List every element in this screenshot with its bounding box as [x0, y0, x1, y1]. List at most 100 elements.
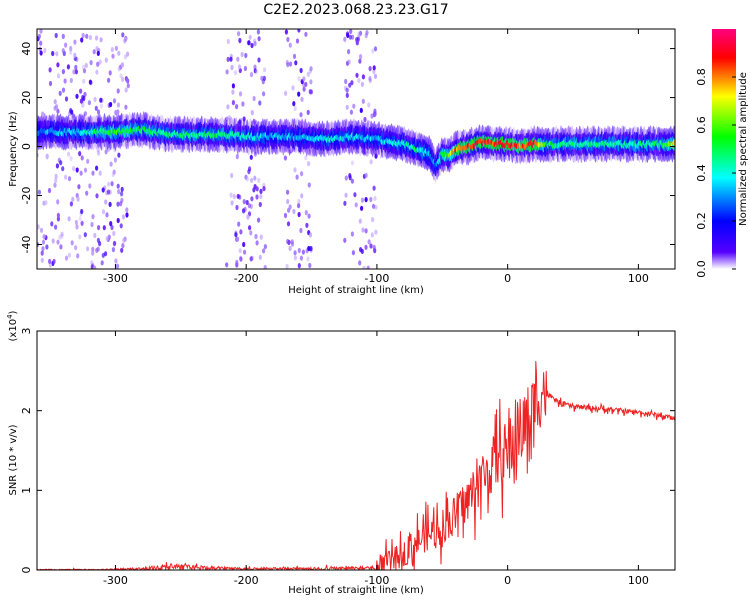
noise-cell [119, 201, 123, 207]
noise-cell [249, 203, 253, 210]
noise-cell [307, 245, 311, 252]
noise-cell [83, 232, 87, 238]
noise-cell [344, 78, 348, 85]
noise-cell [350, 178, 354, 184]
noise-cell [120, 62, 124, 68]
noise-cell [348, 82, 352, 88]
noise-cell [308, 89, 312, 95]
noise-cell [369, 243, 373, 249]
noise-cell [67, 216, 71, 222]
noise-cell [249, 72, 254, 78]
noise-cell [83, 91, 87, 97]
noise-cell [37, 33, 42, 39]
noise-cell [72, 166, 76, 172]
noise-cell [292, 53, 297, 60]
noise-cell [113, 157, 117, 163]
noise-cell [358, 218, 362, 224]
noise-cell [249, 230, 253, 236]
noise-cell [116, 102, 120, 108]
noise-cell [60, 233, 64, 239]
noise-cell [123, 38, 127, 44]
noise-cell [99, 97, 103, 103]
noise-cell [61, 48, 65, 54]
noise-cell [358, 58, 362, 64]
spectrogram-ytick-label: 20 [20, 91, 33, 105]
noise-cell [289, 61, 293, 67]
spectrogram-xtick-label: -100 [364, 272, 389, 285]
noise-cell [304, 155, 308, 161]
noise-cell [61, 33, 65, 40]
noise-cell [91, 250, 95, 256]
noise-cell [374, 229, 378, 235]
noise-cell [283, 155, 287, 161]
noise-cell [302, 86, 306, 92]
noise-cell [297, 76, 301, 82]
noise-cell [249, 256, 253, 262]
ridge-cell [672, 139, 675, 146]
noise-cell [110, 181, 114, 187]
noise-cell [121, 214, 125, 220]
noise-cell [309, 66, 313, 72]
noise-cell [37, 224, 40, 230]
noise-cell [283, 212, 288, 219]
noise-cell [125, 207, 129, 213]
noise-cell [43, 47, 47, 54]
noise-cell [286, 62, 290, 68]
snr-multiplier-exp: 4 [6, 314, 14, 319]
noise-cell [259, 193, 263, 200]
spectrogram-ytick-label: 40 [20, 42, 33, 56]
noise-cell [246, 214, 250, 220]
snr-ytick-label: 2 [20, 407, 33, 414]
noise-cell [237, 31, 241, 37]
noise-cell [40, 250, 44, 256]
noise-cell [95, 193, 99, 199]
noise-cell [285, 59, 289, 65]
noise-cell [230, 172, 234, 179]
noise-cell [293, 250, 297, 256]
noise-cell [123, 54, 128, 60]
noise-cell [372, 65, 376, 71]
noise-cell [250, 177, 254, 183]
noise-cell [308, 68, 312, 74]
snr-ticks: -300 -200 -100 0 100 0 1 2 3 [20, 328, 675, 587]
noise-cell [349, 29, 353, 34]
noise-cell [80, 220, 84, 226]
noise-cell [104, 251, 108, 257]
noise-cell [235, 204, 239, 211]
noise-cell [120, 186, 124, 192]
noise-cell [39, 29, 43, 34]
noise-cell [366, 265, 370, 269]
noise-cell [96, 147, 100, 153]
noise-cell [115, 263, 120, 269]
noise-cell [244, 174, 248, 180]
noise-cell [119, 73, 123, 79]
noise-cell [368, 66, 372, 72]
noise-cell [343, 36, 347, 42]
noise-cell [73, 39, 77, 45]
noise-cell [248, 166, 252, 172]
noise-cell [89, 80, 93, 86]
spectrogram-xtick-label: -200 [234, 272, 259, 285]
noise-cell [259, 188, 263, 194]
noise-cell [116, 88, 120, 94]
noise-cell [345, 87, 349, 93]
noise-cell [295, 38, 300, 44]
noise-cell [56, 108, 60, 114]
noise-cell [297, 29, 301, 33]
noise-cell [98, 241, 102, 247]
noise-cell [56, 62, 60, 68]
noise-cell [56, 239, 60, 245]
noise-cell [120, 247, 124, 253]
noise-cell [360, 205, 364, 211]
noise-cell [91, 246, 95, 252]
noise-cell [292, 208, 296, 215]
noise-cell [309, 79, 313, 85]
noise-cell [41, 239, 46, 245]
noise-cell [295, 174, 299, 180]
noise-cell [116, 217, 120, 224]
noise-cell [70, 240, 74, 246]
noise-cell [306, 109, 310, 115]
noise-cell [112, 230, 116, 236]
noise-cell [111, 247, 115, 253]
noise-cell [64, 174, 68, 180]
